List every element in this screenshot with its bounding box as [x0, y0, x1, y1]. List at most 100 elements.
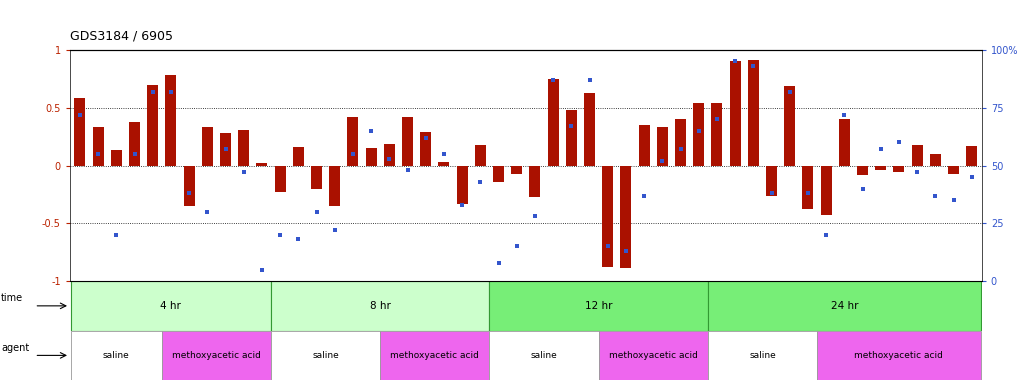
Bar [166, 75, 177, 166]
Point [254, 266, 270, 273]
Text: 24 hr: 24 hr [831, 301, 858, 311]
Point [854, 185, 871, 192]
Text: saline: saline [103, 351, 130, 360]
Text: methoxyacetic acid: methoxyacetic acid [391, 351, 479, 360]
Text: agent: agent [1, 343, 29, 353]
Point [890, 139, 907, 146]
Point [581, 77, 597, 83]
Bar [584, 93, 595, 166]
Bar [602, 166, 613, 267]
Point [108, 232, 124, 238]
Bar [130, 122, 140, 166]
Point [417, 135, 434, 141]
Text: methoxyacetic acid: methoxyacetic acid [172, 351, 261, 360]
Point [454, 202, 471, 208]
Bar [402, 117, 413, 166]
Bar [747, 60, 759, 166]
Point [271, 232, 288, 238]
Text: methoxyacetic acid: methoxyacetic acid [609, 351, 698, 360]
Bar [708, 281, 981, 331]
Point [781, 88, 798, 94]
Point [636, 192, 653, 199]
Text: saline: saline [313, 351, 339, 360]
Bar [548, 79, 558, 166]
Bar [857, 166, 868, 175]
Point [235, 169, 252, 175]
Point [672, 146, 689, 152]
Point [545, 77, 561, 83]
Text: methoxyacetic acid: methoxyacetic acid [854, 351, 944, 360]
Point [344, 151, 361, 157]
Point [290, 237, 306, 243]
Bar [621, 166, 631, 268]
Point [727, 58, 743, 65]
Bar [966, 146, 978, 166]
Point [946, 197, 962, 203]
Bar [948, 166, 959, 174]
Point [363, 128, 379, 134]
Bar [311, 166, 322, 189]
Bar [238, 130, 249, 166]
Bar [930, 154, 941, 166]
Point [818, 232, 835, 238]
Bar [803, 166, 813, 209]
Point [490, 260, 507, 266]
Point [308, 209, 325, 215]
Bar [271, 331, 380, 380]
Bar [730, 61, 740, 166]
Bar [380, 331, 489, 380]
Point [873, 146, 889, 152]
Text: saline: saline [530, 351, 557, 360]
Bar [271, 281, 489, 331]
Bar [893, 166, 905, 172]
Bar [766, 166, 777, 195]
Bar [529, 166, 541, 197]
Point [399, 167, 415, 173]
Point [800, 190, 816, 196]
Bar [784, 86, 796, 166]
Text: 4 hr: 4 hr [160, 301, 181, 311]
Point [563, 123, 580, 129]
Bar [912, 145, 922, 166]
Point [381, 156, 398, 162]
Bar [511, 166, 522, 174]
Text: time: time [1, 293, 24, 303]
Point [708, 116, 725, 122]
Point [599, 243, 616, 250]
Point [162, 88, 179, 94]
Bar [475, 145, 486, 166]
Point [963, 174, 980, 180]
Point [526, 213, 543, 219]
Point [327, 227, 343, 233]
Bar [366, 148, 376, 166]
Point [691, 128, 707, 134]
Bar [201, 127, 213, 166]
Point [72, 112, 88, 118]
Bar [565, 110, 577, 166]
Bar [839, 119, 850, 166]
Bar [708, 331, 817, 380]
Bar [184, 166, 194, 206]
Point [745, 63, 762, 69]
Point [927, 192, 944, 199]
Bar [71, 331, 161, 380]
Point [836, 112, 852, 118]
Bar [456, 166, 468, 204]
Point [509, 243, 525, 250]
Bar [817, 331, 981, 380]
Bar [820, 166, 832, 215]
Bar [329, 166, 340, 206]
Point [654, 158, 670, 164]
Bar [93, 127, 104, 166]
Text: GDS3184 / 6905: GDS3184 / 6905 [70, 29, 173, 42]
Bar [347, 117, 359, 166]
Bar [71, 281, 271, 331]
Bar [598, 331, 708, 380]
Point [199, 209, 216, 215]
Bar [293, 147, 304, 166]
Point [126, 151, 143, 157]
Bar [256, 163, 267, 166]
Point [89, 151, 106, 157]
Bar [638, 125, 650, 166]
Bar [489, 281, 708, 331]
